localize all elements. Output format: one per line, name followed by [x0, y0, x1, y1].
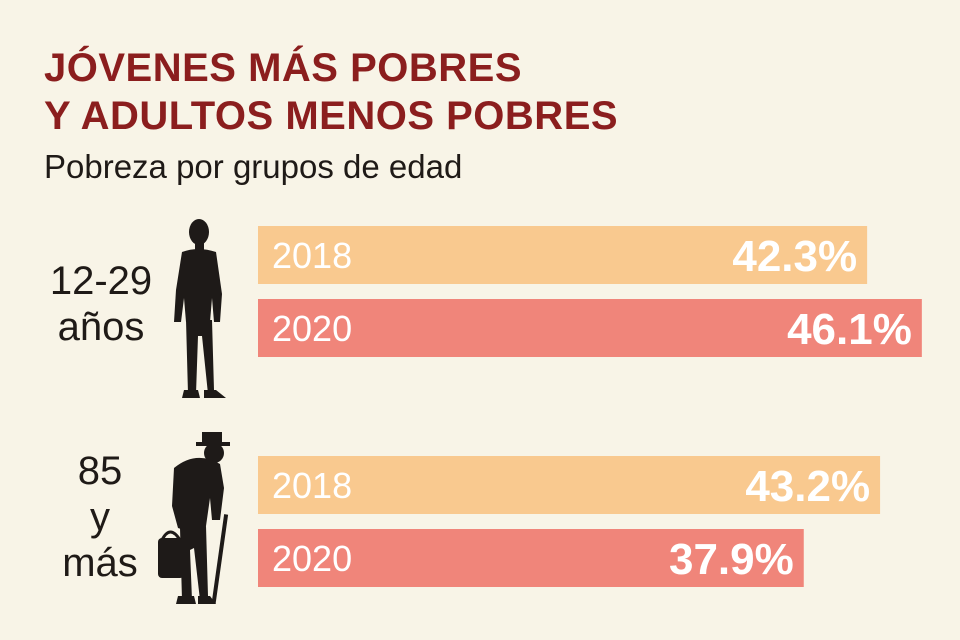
- bar-year-label: 2018: [272, 235, 352, 276]
- bar-2020-group-2: [258, 529, 804, 587]
- group-label-line: 85: [77, 449, 123, 493]
- group-label-line: más: [62, 541, 138, 585]
- bar-2018-group-2: [258, 456, 881, 514]
- group-label-line: 12-29: [49, 259, 153, 303]
- title-line-2: Y ADULTOS MENOS POBRES: [44, 94, 619, 138]
- group-label-young: 12-29 años: [36, 258, 166, 350]
- bar-2018-group-1: [258, 226, 868, 284]
- bar-year-label: 2020: [272, 308, 352, 349]
- elderly-person-icon: [158, 432, 230, 604]
- bar-value-label: 43.2%: [745, 462, 870, 511]
- bar-year-label: 2018: [272, 465, 352, 506]
- chart-subtitle: Pobreza por grupos de edad: [44, 148, 463, 185]
- chart-title: JÓVENES MÁS POBRES Y ADULTOS MENOS POBRE…: [44, 44, 618, 140]
- group-label-line: y: [90, 495, 110, 539]
- young-person-icon: [174, 219, 226, 398]
- title-line-1: JÓVENES MÁS POBRES: [44, 46, 523, 90]
- bar-2020-group-1: [258, 299, 922, 357]
- group-label-elderly: 85 y más: [40, 448, 160, 586]
- bar-year-label: 2020: [272, 538, 352, 579]
- bar-value-label: 42.3%: [732, 232, 857, 281]
- bar-value-label: 37.9%: [669, 535, 794, 584]
- group-label-line: años: [57, 305, 145, 349]
- bar-value-label: 46.1%: [787, 305, 912, 354]
